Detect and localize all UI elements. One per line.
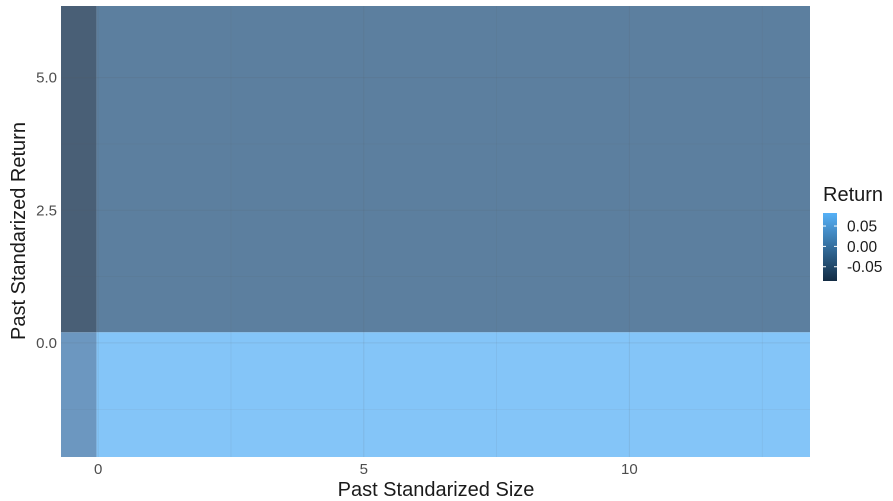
x-tick-label: 10 <box>621 461 638 478</box>
heatmap-tiles <box>61 6 811 457</box>
heatmap-tile <box>96 6 811 333</box>
heatmap-tile <box>96 332 811 457</box>
y-tick-label: 2.5 <box>36 202 57 219</box>
y-axis-ticks: 0.0 2.5 5.0 <box>36 70 57 352</box>
legend-label: 0.00 <box>847 239 878 256</box>
legend-label: 0.05 <box>847 219 877 236</box>
y-tick-label: 0.0 <box>36 335 57 352</box>
legend-colorbar <box>823 213 837 281</box>
x-tick-label: 5 <box>360 461 368 478</box>
grid-lines <box>61 6 810 457</box>
legend-ticks: 0.05 0.00 -0.05 <box>823 219 882 276</box>
y-axis-title: Past Standarized Return <box>8 122 30 340</box>
x-axis-title: Past Standarized Size <box>338 479 535 501</box>
heatmap-tile <box>61 332 97 457</box>
x-axis-ticks: 0 5 10 <box>94 461 638 478</box>
legend: Return 0.05 0.00 -0.05 <box>823 184 883 281</box>
y-tick-label: 5.0 <box>36 70 57 87</box>
legend-label: -0.05 <box>847 259 882 276</box>
x-tick-label: 0 <box>94 461 102 478</box>
heatmap-tile <box>61 6 97 333</box>
legend-title: Return <box>823 184 883 206</box>
